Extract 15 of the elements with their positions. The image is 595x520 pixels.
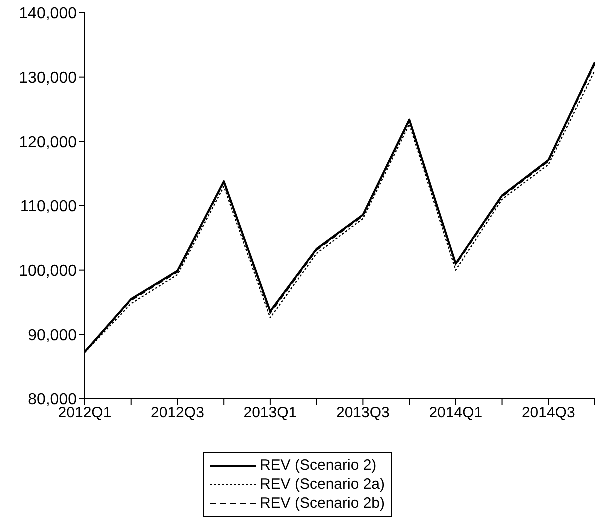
y-tick-label: 110,000 — [20, 198, 78, 216]
y-tick-label: 120,000 — [19, 134, 78, 152]
x-tick-label: 2013Q1 — [244, 404, 298, 422]
x-tick-label: 2014Q1 — [429, 404, 483, 422]
x-tick-label: 2014Q3 — [522, 404, 576, 422]
x-tick-label: 2013Q3 — [336, 404, 390, 422]
y-tick-label: 140,000 — [19, 6, 78, 23]
x-tick-label: 2012Q3 — [151, 404, 204, 422]
legend-label: REV (Scenario 2) — [260, 456, 377, 475]
x-tick-label: 2012Q1 — [58, 404, 112, 422]
legend-label: REV (Scenario 2b) — [260, 494, 386, 513]
y-tick-label: 130,000 — [19, 70, 78, 88]
y-tick-label: 100,000 — [19, 263, 78, 280]
legend-label: REV (Scenario 2a) — [260, 475, 386, 494]
y-tick-label: 90,000 — [28, 327, 78, 344]
